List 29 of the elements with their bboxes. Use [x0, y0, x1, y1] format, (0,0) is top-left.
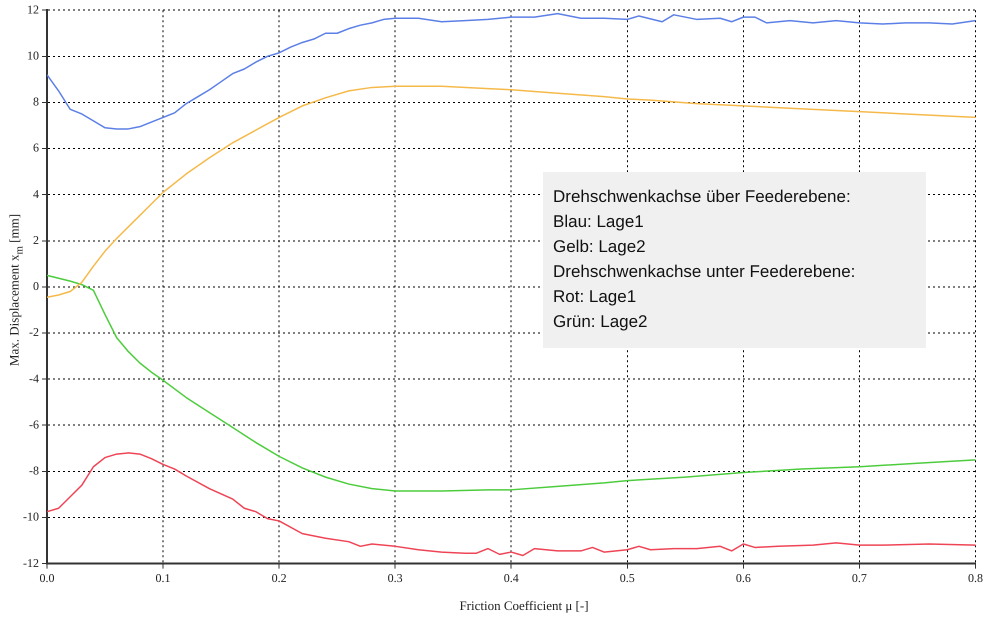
y-tick-label: 6	[32, 140, 39, 155]
y-tick-label: 8	[32, 94, 39, 109]
x-tick-label: 0.4	[504, 570, 519, 585]
x-tick-label: 0.5	[620, 570, 635, 585]
x-tick-label: 0.7	[852, 570, 867, 585]
y-tick-label: -10	[22, 510, 39, 524]
y-tick-label: -2	[28, 325, 39, 340]
y-tick-label: 4	[32, 186, 39, 201]
y-tick-label: -12	[22, 556, 39, 570]
annotation: Rot: Lage1	[553, 286, 638, 308]
y-tick-label: -8	[28, 464, 39, 478]
y-tick-label: 2	[32, 232, 39, 247]
annotation: Blau: Lage1	[553, 211, 645, 233]
y-tick-label: 0	[32, 279, 39, 294]
x-tick-label: 0.1	[156, 570, 171, 585]
x-tick-label: 0.6	[736, 570, 751, 585]
x-tick-label: 0.3	[388, 570, 403, 585]
x-tick-label: 0.2	[272, 570, 287, 585]
annotation: Drehschwenkachse über Feederebene:	[553, 186, 852, 208]
y-tick-label: 10	[26, 48, 39, 62]
annotation: Drehschwenkachse unter Feederebene:	[553, 261, 856, 283]
y-tick-label: -6	[28, 417, 39, 432]
x-axis-title: Friction Coefficient μ [-]	[459, 598, 589, 614]
annotation: Grün: Lage2	[553, 311, 649, 333]
x-tick-label: 0.8	[968, 570, 983, 585]
annotation: Gelb: Lage2	[553, 236, 647, 258]
y-tick-label: 12	[26, 2, 39, 16]
y-tick-label: -4	[28, 371, 39, 386]
x-tick-label: 0.0	[39, 570, 54, 585]
